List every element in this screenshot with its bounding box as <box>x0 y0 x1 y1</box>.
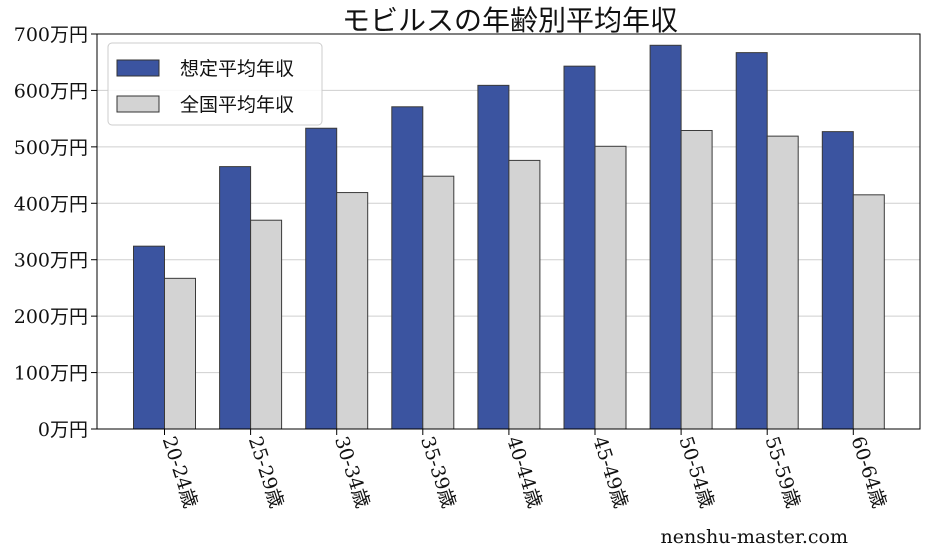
legend-label-expected: 想定平均年収 <box>180 58 294 80</box>
x-tick-label: 55-59歳 <box>760 434 804 511</box>
y-tick-label: 100万円 <box>14 363 88 385</box>
y-tick-label: 200万円 <box>14 306 88 328</box>
y-tick-label: 700万円 <box>14 24 88 46</box>
chart-title: モビルスの年齢別平均年収 <box>342 4 678 37</box>
bar-national-50-54歳 <box>680 129 713 430</box>
bar-national-55-59歳 <box>766 135 799 430</box>
bar-national-40-44歳 <box>508 159 541 430</box>
x-tick-label: 60-64歳 <box>847 434 891 511</box>
bar-national-45-49歳 <box>594 145 627 430</box>
legend-label-national: 全国平均年収 <box>180 94 294 116</box>
x-tick-label: 30-34歳 <box>330 434 374 511</box>
x-axis: 20-24歳 25-29歳 30-34歳 35-39歳 40-44歳 45-49歳 50-5… <box>158 429 891 511</box>
x-tick-label: 40-44歳 <box>502 434 546 511</box>
legend-swatch-national <box>116 95 160 113</box>
bar-national-20-24歳 <box>164 277 196 430</box>
legend-box <box>107 42 323 126</box>
bar-expected-30-34歳 <box>305 127 338 430</box>
bar-expected-40-44歳 <box>477 84 510 430</box>
bar-national-30-34歳 <box>336 192 369 430</box>
y-tick-label: 400万円 <box>14 193 88 215</box>
bar-national-35-39歳 <box>422 175 455 430</box>
x-tick-label: 20-24歳 <box>158 434 202 511</box>
bars <box>133 44 885 430</box>
y-tick-label: 600万円 <box>14 80 88 102</box>
legend-swatch-expected <box>116 59 160 77</box>
x-tick-label: 50-54歳 <box>674 434 718 511</box>
bar-national-25-29歳 <box>250 219 283 430</box>
x-tick-label: 45-49歳 <box>588 434 632 511</box>
legend: 想定平均年収 全国平均年収 <box>107 42 323 126</box>
bar-expected-25-29歳 <box>219 166 252 430</box>
x-tick-label: 25-29歳 <box>244 434 288 511</box>
y-tick-label: 300万円 <box>14 250 88 272</box>
watermark: nenshu-master.com <box>661 526 848 548</box>
bar-expected-60-64歳 <box>821 131 854 430</box>
x-tick-label: 35-39歳 <box>416 434 460 511</box>
bar-expected-50-54歳 <box>649 44 682 430</box>
y-axis: 0万円 100万円 200万円 300万円 400万円 500万円 600万円 700万円 <box>14 24 97 441</box>
bar-expected-20-24歳 <box>133 245 165 430</box>
y-tick-label: 500万円 <box>14 137 88 159</box>
bar-expected-45-49歳 <box>563 65 596 430</box>
bar-expected-35-39歳 <box>391 106 424 430</box>
bar-national-60-64歳 <box>852 194 885 430</box>
y-tick-label: 0万円 <box>38 419 88 441</box>
bar-expected-55-59歳 <box>735 52 768 430</box>
